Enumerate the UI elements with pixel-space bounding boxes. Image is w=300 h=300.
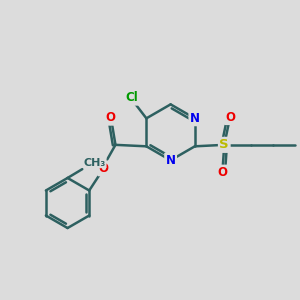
Text: CH₃: CH₃ bbox=[84, 158, 106, 168]
Text: O: O bbox=[106, 111, 116, 124]
Text: N: N bbox=[190, 112, 200, 125]
Text: O: O bbox=[218, 166, 228, 179]
Text: Cl: Cl bbox=[125, 91, 138, 104]
Text: O: O bbox=[99, 162, 109, 175]
Text: N: N bbox=[166, 154, 176, 167]
Text: O: O bbox=[225, 111, 235, 124]
Text: S: S bbox=[220, 138, 229, 151]
